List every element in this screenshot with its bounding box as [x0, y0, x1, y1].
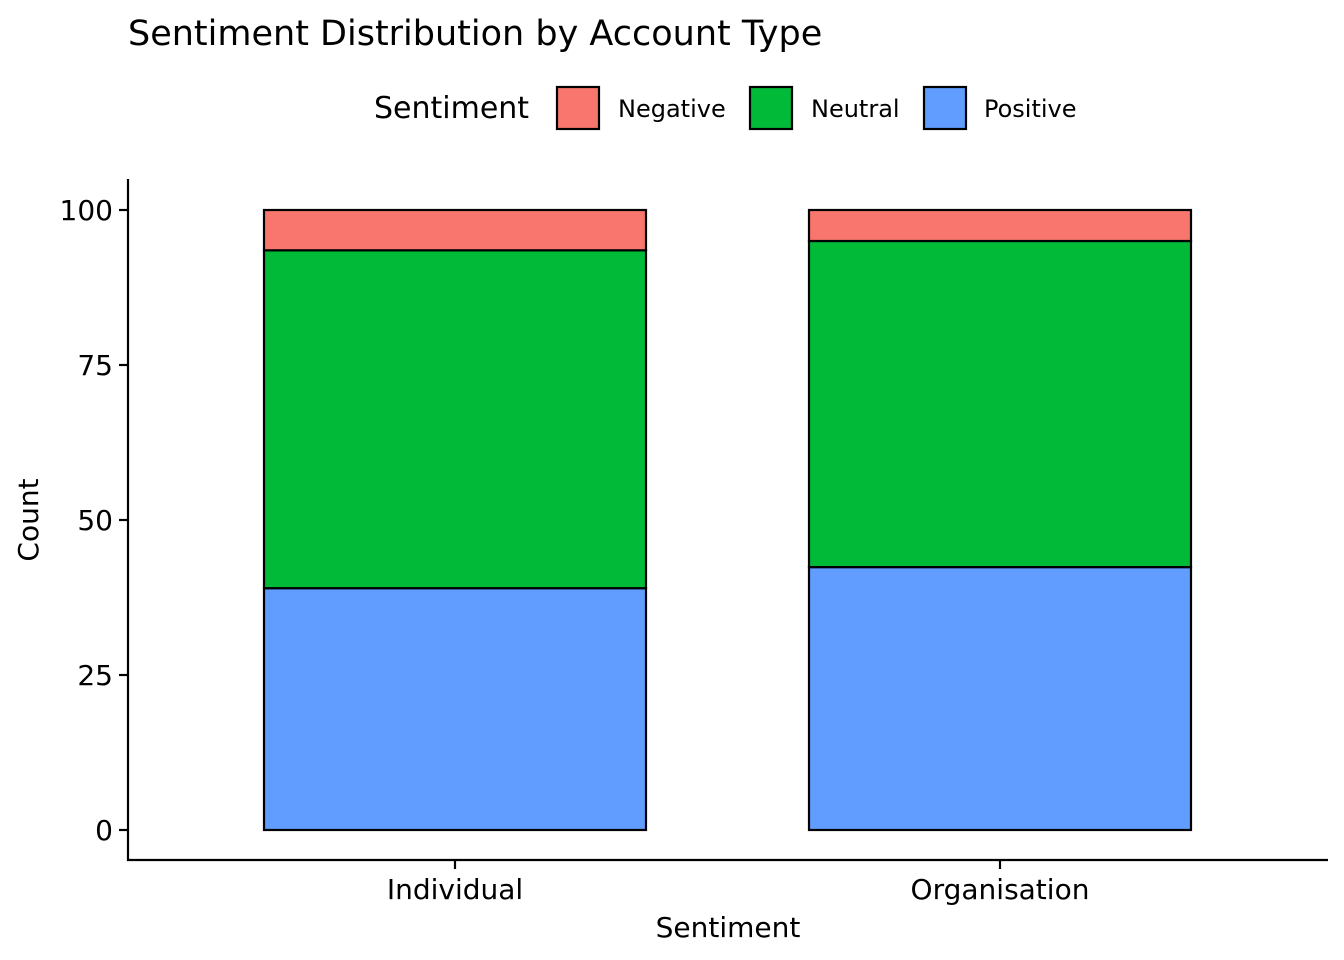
x-tick-label-individual: Individual	[387, 873, 523, 906]
legend-title: Sentiment	[374, 91, 529, 126]
bar-organisation-neutral	[807, 239, 1193, 569]
x-axis-ticks: Individual Organisation	[387, 860, 1090, 906]
bar-organisation-positive	[807, 566, 1193, 832]
y-tick-label-50: 50	[77, 504, 113, 537]
bar-organisation-negative	[807, 208, 1193, 243]
bar-individual-neutral	[262, 249, 648, 590]
y-tick-label-100: 100	[60, 194, 113, 227]
y-axis-title: Count	[12, 478, 45, 561]
legend-label-negative: Negative	[618, 95, 726, 123]
chart-title: Sentiment Distribution by Account Type	[128, 14, 822, 54]
y-tick-label-75: 75	[77, 349, 113, 382]
legend: Sentiment Negative Neutral Positive	[374, 85, 1077, 131]
x-axis-title: Sentiment	[656, 911, 801, 944]
legend-key-neutral	[748, 85, 794, 131]
legend-key-positive	[922, 85, 968, 131]
x-tick-label-organisation: Organisation	[911, 873, 1090, 906]
legend-key-negative	[555, 85, 601, 131]
y-axis-ticks: 0 25 50 75 100	[60, 194, 128, 847]
legend-label-positive: Positive	[984, 95, 1077, 123]
bar-individual-positive	[262, 587, 648, 832]
y-tick-label-0: 0	[95, 814, 113, 847]
plot-area	[262, 208, 1193, 832]
y-tick-label-25: 25	[77, 659, 113, 692]
bar-individual-negative	[262, 208, 648, 252]
legend-label-neutral: Neutral	[811, 95, 900, 123]
